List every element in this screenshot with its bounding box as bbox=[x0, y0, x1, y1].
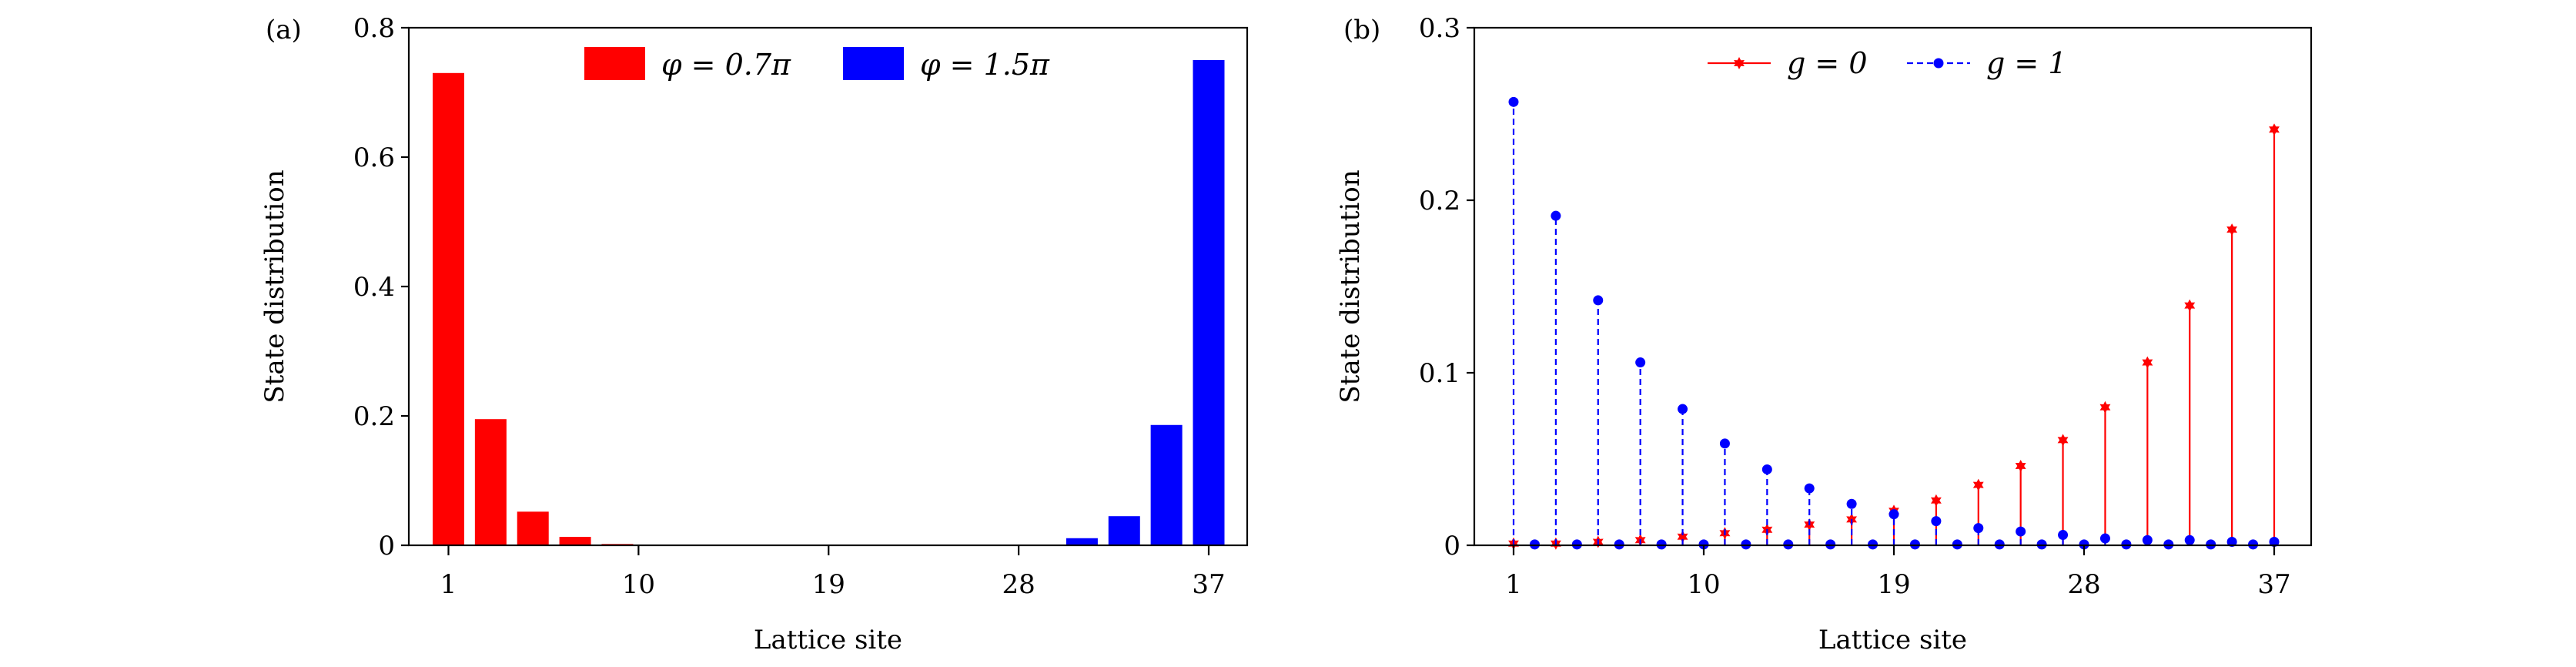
circle-marker bbox=[1593, 295, 1604, 306]
star-marker bbox=[1677, 530, 1688, 543]
x-tick-label: 37 bbox=[1192, 569, 1225, 600]
x-tick-label: 19 bbox=[812, 569, 845, 600]
bar bbox=[517, 511, 549, 545]
star-marker bbox=[2015, 460, 2026, 472]
circle-marker bbox=[2206, 539, 2216, 550]
circle-marker bbox=[2184, 535, 2195, 545]
circle-marker bbox=[1761, 464, 1772, 474]
x-tick-label: 10 bbox=[622, 569, 655, 600]
panel-a: 1 10 19 28 37 0 0.2 0.4 0.6 0.8 Lattice site State … bbox=[259, 13, 1249, 655]
circle-marker bbox=[1973, 523, 1984, 534]
y-axis-label: State distribution bbox=[259, 169, 290, 403]
star-marker bbox=[1972, 478, 1984, 491]
x-tick-label: 19 bbox=[1877, 569, 1910, 600]
circle-marker bbox=[1909, 539, 1920, 550]
star-marker bbox=[2057, 434, 2069, 447]
circle-marker bbox=[2226, 537, 2237, 548]
circle-marker bbox=[1804, 483, 1815, 494]
circle-marker bbox=[2163, 539, 2174, 550]
circle-marker bbox=[1741, 539, 1751, 550]
x-axis-label: Lattice site bbox=[754, 625, 902, 655]
series-0 bbox=[433, 72, 634, 546]
circle-marker bbox=[1551, 210, 1561, 221]
circle-marker bbox=[1698, 539, 1709, 550]
x-tick-label: 28 bbox=[1002, 569, 1035, 600]
legend-swatch bbox=[584, 47, 645, 80]
circle-marker bbox=[1931, 516, 1942, 527]
y-tick-label: 0.8 bbox=[353, 13, 395, 44]
bar bbox=[1193, 60, 1225, 545]
circle-marker bbox=[1678, 404, 1688, 414]
legend-label: g = 1 bbox=[1986, 46, 2067, 80]
panel-b: 1 10 19 28 37 0 0.1 0.2 0.3 Lattice site State dis… bbox=[1335, 13, 2313, 655]
y-tick-label: 0.6 bbox=[353, 142, 395, 173]
legend-label: φ = 0.7π bbox=[661, 48, 791, 82]
star-marker bbox=[2226, 223, 2237, 236]
circle-marker bbox=[1952, 539, 1962, 550]
x-axis-label: Lattice site bbox=[1818, 625, 1967, 655]
y-tick-label: 0.3 bbox=[1419, 13, 1460, 44]
star-marker bbox=[2269, 123, 2280, 136]
bar bbox=[1066, 538, 1098, 545]
bar bbox=[474, 419, 507, 545]
circle-marker bbox=[1994, 539, 2005, 550]
star-marker bbox=[1931, 494, 1942, 507]
bar bbox=[1108, 516, 1140, 545]
legend: g = 0 g = 1 bbox=[1708, 46, 2067, 80]
y-axis-label: State distribution bbox=[1335, 169, 1366, 403]
panel-label: (a) bbox=[266, 15, 302, 45]
legend-swatch bbox=[843, 47, 904, 80]
x-tick-label: 1 bbox=[1505, 569, 1522, 600]
x-tick-label: 10 bbox=[1687, 569, 1720, 600]
circle-marker bbox=[1508, 96, 1519, 107]
legend-marker bbox=[1933, 58, 1944, 69]
circle-marker bbox=[1656, 539, 1667, 550]
y-tick-label: 0.4 bbox=[353, 272, 395, 303]
y-tick-label: 0 bbox=[1444, 531, 1460, 561]
series-1 bbox=[1024, 60, 1225, 545]
y-tick-label: 0.1 bbox=[1419, 358, 1460, 389]
y-tick-label: 0.2 bbox=[1419, 186, 1460, 216]
circle-marker bbox=[2248, 539, 2259, 550]
circle-marker bbox=[1889, 509, 1899, 520]
circle-marker bbox=[1635, 357, 1646, 368]
circle-marker bbox=[2036, 539, 2047, 550]
series-1 bbox=[1508, 96, 2280, 550]
circle-marker bbox=[1571, 539, 1582, 550]
y-tick-label: 0.2 bbox=[353, 401, 395, 432]
x-tick-label: 1 bbox=[440, 569, 457, 600]
legend: φ = 0.7π φ = 1.5π bbox=[584, 47, 1050, 82]
circle-marker bbox=[1846, 498, 1857, 509]
x-tick-label: 37 bbox=[2257, 569, 2290, 600]
circle-marker bbox=[2016, 526, 2026, 537]
circle-marker bbox=[1868, 539, 1878, 550]
circle-marker bbox=[2058, 530, 2069, 541]
star-marker bbox=[1734, 57, 1745, 69]
bar bbox=[559, 537, 591, 545]
circle-marker bbox=[2121, 539, 2132, 550]
circle-marker bbox=[1825, 539, 1836, 550]
circle-marker bbox=[2099, 533, 2110, 544]
circle-marker bbox=[1783, 539, 1794, 550]
legend-label: φ = 1.5π bbox=[920, 48, 1050, 82]
axes-frame bbox=[1473, 26, 2313, 547]
bar bbox=[433, 72, 464, 546]
circle-marker bbox=[2142, 535, 2153, 545]
axes-frame bbox=[407, 26, 1249, 547]
series-0 bbox=[1508, 123, 2280, 550]
bar bbox=[1150, 424, 1183, 545]
circle-marker bbox=[1614, 539, 1624, 550]
circle-marker bbox=[1719, 438, 1730, 449]
star-marker bbox=[2184, 299, 2196, 312]
panel-label: (b) bbox=[1343, 15, 1380, 45]
circle-marker bbox=[2269, 537, 2280, 548]
circle-marker bbox=[2079, 539, 2089, 550]
circle-marker bbox=[1529, 539, 1540, 550]
legend-label: g = 0 bbox=[1787, 46, 1868, 80]
y-tick-label: 0 bbox=[378, 531, 395, 561]
x-tick-label: 28 bbox=[2067, 569, 2100, 600]
star-marker bbox=[2142, 356, 2153, 369]
star-marker bbox=[2099, 401, 2111, 414]
